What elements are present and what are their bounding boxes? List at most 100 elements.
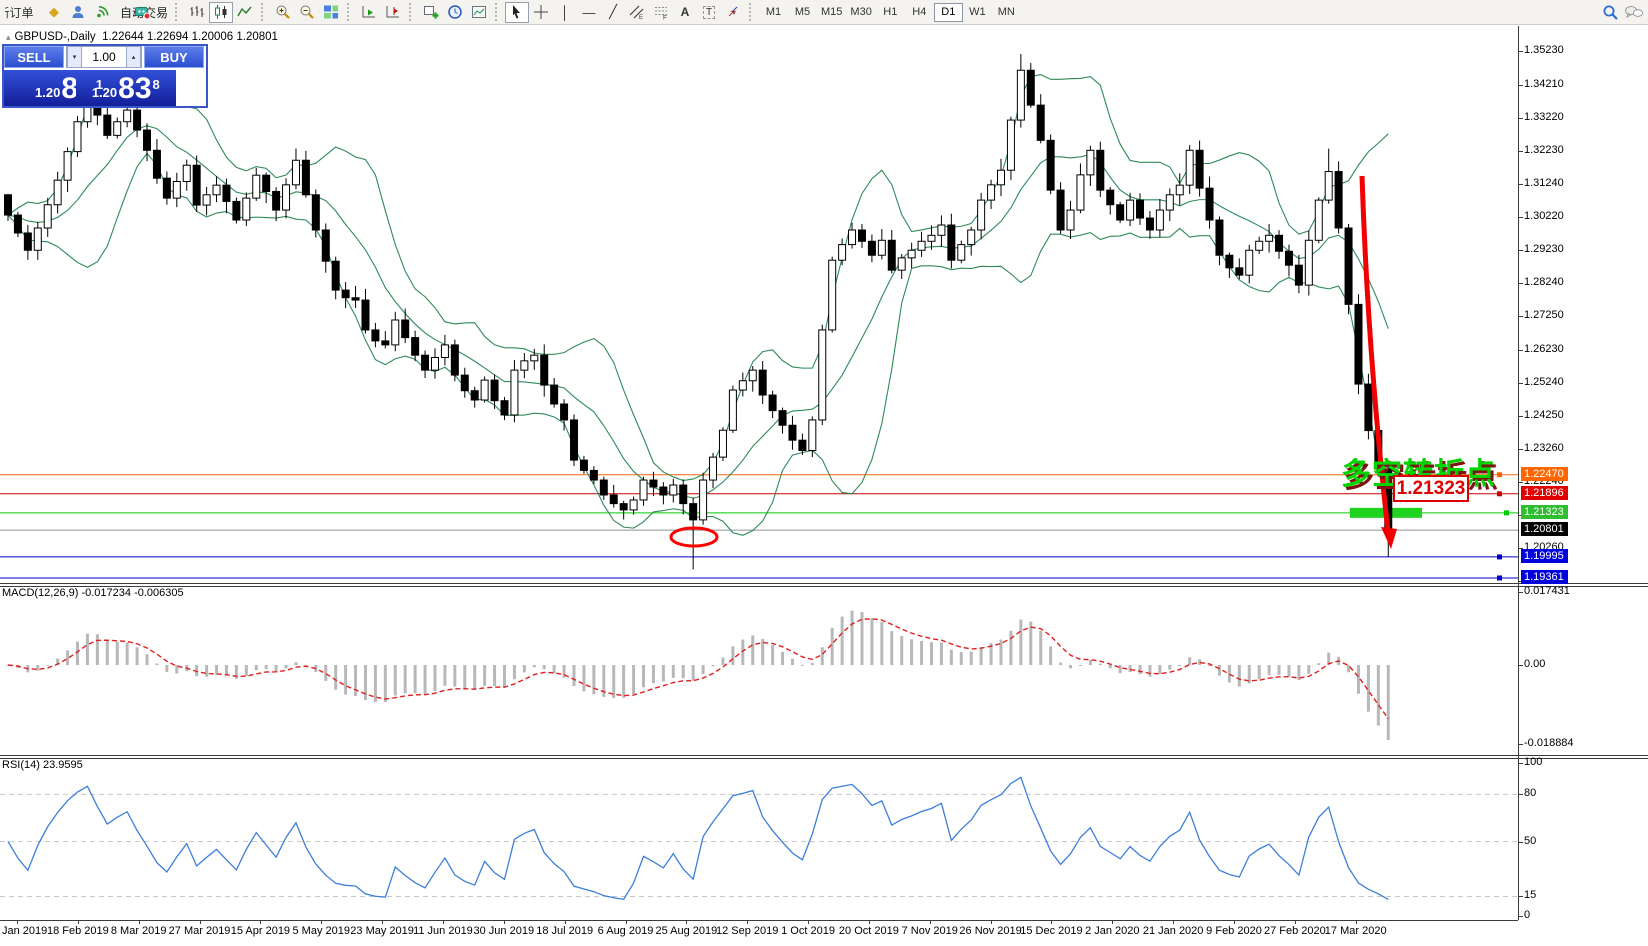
equidistant-channel-button[interactable]: E [625,2,649,23]
zoom-in-icon [276,5,290,19]
fibonacci-button[interactable]: F [649,2,673,23]
periods-icon [448,5,462,19]
rsi-tick-label: 50 [1524,834,1537,847]
cursor-button[interactable] [505,1,530,23]
line-chart-button[interactable] [233,2,257,23]
sell-button[interactable]: SELL [4,46,64,68]
collapse-panel-icon[interactable] [6,31,15,43]
timeframe-d1-button[interactable]: D1 [933,2,963,22]
buy-price-panel[interactable]: 1.20 83 8 [76,70,176,106]
toolbar-grip [495,3,501,21]
rsi-canvas[interactable] [0,758,1518,920]
time-tick-mark [1355,920,1357,924]
main-chart-canvas[interactable] [0,26,1518,583]
volume-increase-button[interactable] [126,47,141,67]
trend-arrow-annotation[interactable] [1359,175,1391,532]
volume-decrease-button[interactable] [67,47,82,67]
autoscroll-button[interactable] [357,2,381,23]
text-button[interactable] [673,2,697,23]
macd-label: MACD(12,26,9) -0.017234 -0.006305 [2,587,184,599]
price-badge: 1.22470 [1521,466,1568,481]
rsi-tick-mark [1518,794,1523,796]
price-tick-label: 1.28240 [1524,276,1564,289]
sell-price-sup: 1 [95,77,103,92]
templates-button[interactable] [467,2,491,23]
bar-chart-button[interactable] [185,2,209,23]
market-button[interactable] [42,2,66,23]
price-tick-mark [1518,150,1523,152]
crosshair-button[interactable] [529,2,553,23]
time-tick-mark [1051,920,1053,924]
horizontal-line-button[interactable] [577,2,601,23]
time-tick-mark [199,920,201,924]
autotrade-button[interactable]: 自动交易 [114,2,171,23]
arrows-button[interactable] [721,2,745,23]
trend-arrow-head[interactable] [1381,527,1397,549]
candlestick-button[interactable] [209,1,234,23]
periods-button[interactable] [443,2,467,23]
new-chart-button[interactable] [419,2,443,23]
timeframe-m1-button[interactable]: M1 [759,3,788,22]
time-tick-mark [17,920,18,924]
time-tick-label: 5 May 2019 [292,925,350,937]
volume-input[interactable] [82,47,126,67]
timeframe-m15-button[interactable]: M15 [817,3,846,22]
signals-button[interactable] [90,2,114,23]
timeframe-h1-button[interactable]: H1 [876,3,905,22]
time-tick-mark [1294,920,1296,924]
price-tick-mark [1518,217,1523,219]
rsi-label: RSI(14) 23.9595 [2,759,83,771]
macd-canvas[interactable] [0,586,1518,755]
timeframe-m5-button[interactable]: M5 [788,3,817,22]
timeframe-h4-button[interactable]: H4 [905,3,934,22]
time-tick-label: 17 Mar 2020 [1324,925,1387,937]
sell-price-prefix: 1.20 [35,85,61,100]
time-tick-label: 7 Nov 2019 [901,925,958,937]
time-tick-mark [260,920,262,924]
line-chart-icon [237,6,252,17]
text-label-button[interactable] [697,2,721,23]
rsi-tick-label: 15 [1524,889,1537,902]
timeframe-w1-button[interactable]: W1 [963,3,992,22]
timeframe-m30-button[interactable]: M30 [846,3,875,22]
time-tick-label: 20 Oct 2019 [838,925,899,937]
new-order-button[interactable]: 新订单 [2,2,42,23]
rsi-tick-label: 0 [1524,909,1531,921]
zoom-in-button[interactable] [271,2,295,23]
pane-separator[interactable] [0,755,1648,759]
bar-chart-icon [190,6,204,17]
community-button[interactable] [66,2,90,23]
zoom-out-icon [300,5,314,19]
chat-icon [1625,6,1644,19]
price-tick-label: 1.26230 [1524,342,1564,355]
time-tick-mark [1234,920,1235,924]
chart-shift-button[interactable] [381,2,405,23]
time-tick-label: 1 Oct 2019 [781,925,835,937]
search-icon [1603,5,1618,20]
autoscroll-icon [362,6,376,18]
vertical-line-button[interactable] [553,2,577,23]
zoom-out-button[interactable] [295,2,319,23]
symbol-period-label: GBPUSD-,Daily [14,31,96,43]
time-tick-mark [625,920,627,924]
buy-button[interactable]: BUY [144,46,204,68]
timeframe-mn-button[interactable]: MN [992,3,1021,22]
chat-button[interactable] [1622,2,1646,23]
price-box-annotation[interactable]: 1.21323 [1393,475,1469,502]
time-tick-label: 30 Jun 2019 [473,925,535,937]
new-chart-icon [424,6,439,19]
tile-windows-button[interactable] [319,2,343,23]
price-badge: 1.19995 [1521,548,1568,563]
rsi-tick-mark [1518,916,1523,917]
price-badge: 1.21323 [1521,504,1568,519]
price-tick-mark [1518,482,1523,484]
circle-annotation[interactable] [669,526,719,548]
pane-separator[interactable] [0,583,1648,587]
toolbar-grip [749,3,755,21]
rsi-tick-mark [1518,763,1523,764]
search-button[interactable] [1598,2,1622,23]
trendline-button[interactable] [601,2,625,23]
price-tick-mark [1518,84,1523,86]
time-tick-mark [808,920,810,924]
